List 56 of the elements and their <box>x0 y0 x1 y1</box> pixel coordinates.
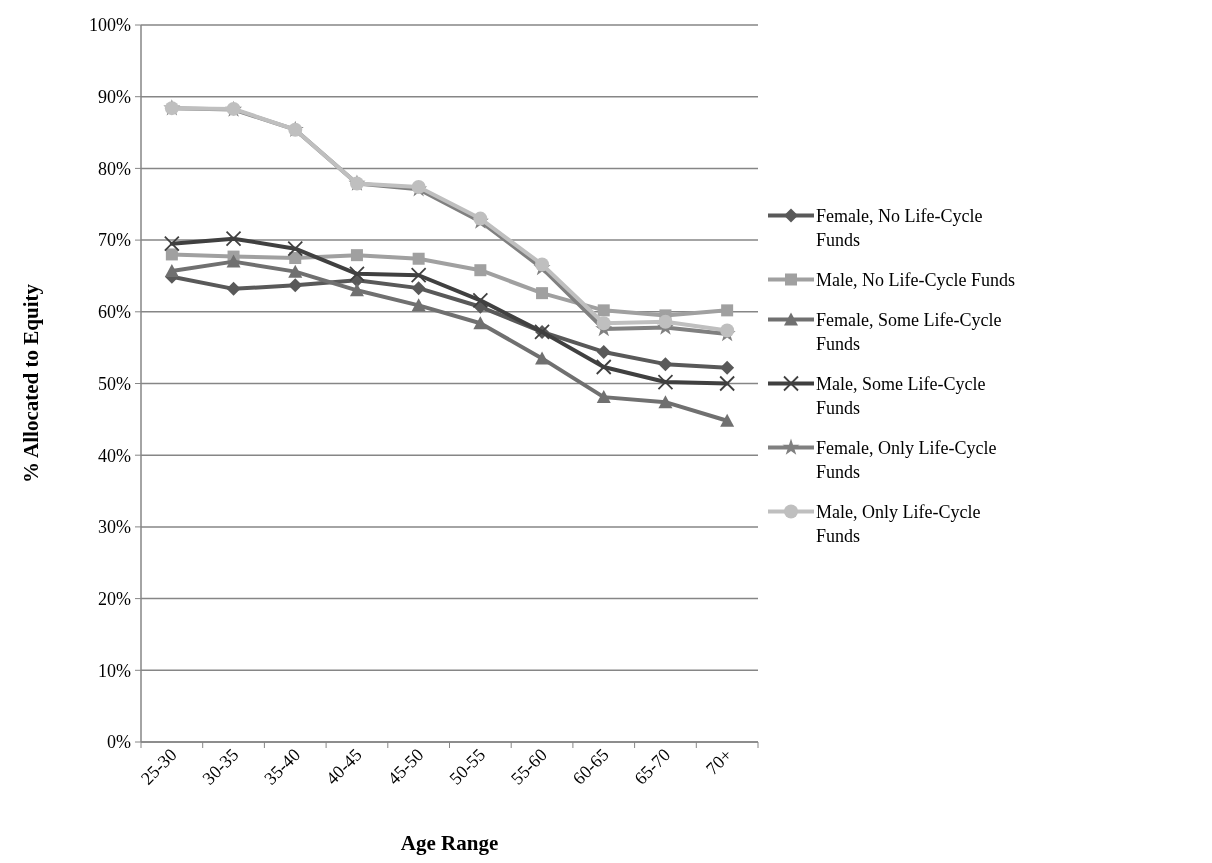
point <box>596 344 611 359</box>
point <box>287 240 304 257</box>
y-tick-label: 60% <box>98 302 131 323</box>
point <box>411 298 426 312</box>
point <box>226 281 241 296</box>
point <box>535 257 550 272</box>
point <box>474 264 487 277</box>
point <box>411 281 426 296</box>
point <box>163 235 180 252</box>
y-tick-label: 20% <box>98 588 131 609</box>
point <box>472 292 489 309</box>
legend-label: Male, Only Life-Cycle Funds <box>816 501 981 546</box>
y-tick-label: 10% <box>98 660 131 681</box>
point <box>720 413 735 427</box>
y-tick-label: 0% <box>107 732 131 753</box>
point <box>595 359 612 375</box>
legend-label: Female, Only Life-Cycle Funds <box>816 437 997 482</box>
y-tick-label: 100% <box>89 15 131 36</box>
point <box>225 230 242 247</box>
point <box>410 267 427 284</box>
point <box>720 360 735 375</box>
point <box>473 316 488 330</box>
y-tick-label: 50% <box>98 373 131 394</box>
point <box>350 249 363 262</box>
y-tick-label: 70% <box>98 230 131 251</box>
point <box>226 254 241 268</box>
y-tick-label: 40% <box>98 445 131 466</box>
point <box>349 265 365 282</box>
legend-label: Female, Some Life-Cycle Funds <box>816 309 1002 354</box>
point <box>164 263 179 277</box>
y-tick-label: 80% <box>98 158 131 179</box>
point <box>658 395 673 409</box>
point <box>658 357 673 372</box>
point <box>165 248 178 261</box>
x-tick-label: 70+ <box>701 744 736 779</box>
point <box>596 316 611 331</box>
point <box>536 287 549 300</box>
point <box>288 278 303 293</box>
point <box>412 252 425 265</box>
point <box>596 390 611 404</box>
point <box>721 304 734 317</box>
point <box>535 351 550 365</box>
point <box>658 314 673 329</box>
legend-label: Male, No Life-Cycle Funds <box>816 269 1015 290</box>
point <box>719 375 736 392</box>
point <box>349 283 364 297</box>
point <box>720 323 735 338</box>
x-axis-title: Age Range <box>400 831 499 855</box>
point <box>288 264 303 278</box>
legend-label: Female, No Life-Cycle Funds <box>816 205 983 250</box>
y-tick-label: 90% <box>98 87 131 107</box>
y-axis-title: % Allocated to Equity <box>19 283 43 483</box>
point <box>597 304 610 317</box>
legend-label: Male, Some Life-Cycle Funds <box>816 373 986 418</box>
y-tick-label: 30% <box>98 517 131 538</box>
point <box>657 374 674 390</box>
